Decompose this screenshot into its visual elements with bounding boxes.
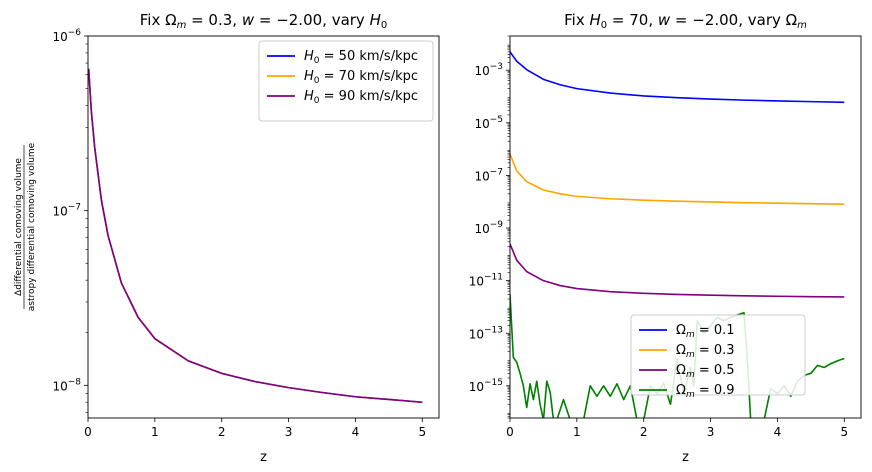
legend-entry-1: H0 = 50 km/s/kpc — [304, 49, 418, 66]
y-axis-label: Δdifferential comoving volume astropy dif… — [14, 142, 37, 311]
chart-2: Fix H0 = 70, w = −2.00, vary Ωm 10−3 10−5 1… — [469, 11, 862, 465]
x-tick-label: 1 — [151, 425, 159, 439]
x-tick-label: 3 — [285, 425, 293, 439]
legend: H0 = 50 km/s/kpc H0 = 70 km/s/kpc H0 = 90 … — [258, 40, 434, 122]
y-tick-label: 10−15 — [469, 378, 503, 394]
legend-frame — [258, 40, 434, 122]
series-line-2 — [510, 153, 845, 205]
y-tick-label: 10−5 — [474, 115, 503, 131]
legend-entry-3: H0 = 90 km/s/kpc — [304, 89, 418, 106]
legend-entry-2: H0 = 70 km/s/kpc — [304, 69, 418, 86]
axes-frame — [87, 35, 440, 419]
chart-title: Fix Ωm = 0.3, w = −2.00, vary H0 — [140, 11, 388, 31]
legend-entry-1: Ωm = 0.1 — [676, 323, 735, 340]
axes-frame — [509, 35, 862, 419]
y-tick-label: 10−13 — [469, 325, 503, 341]
x-tick-label: 4 — [774, 425, 782, 439]
x-tick-label: 2 — [640, 425, 648, 439]
legend-entry-3: Ωm = 0.5 — [676, 363, 735, 380]
series-line-3 — [88, 68, 423, 404]
y-tick-label: 10−9 — [474, 220, 503, 236]
y-tick-label: 10−6 — [52, 28, 81, 44]
x-tick-label: 0 — [506, 425, 514, 439]
chart-title: Fix H0 = 70, w = −2.00, vary Ωm — [564, 11, 807, 31]
series-line-1 — [510, 51, 845, 104]
y-tick-label: 10−7 — [474, 167, 503, 183]
legend-entry-4: Ωm = 0.9 — [676, 383, 735, 400]
x-tick-label: 5 — [840, 425, 848, 439]
x-tick-label: 0 — [84, 425, 92, 439]
y-label-numerator: Δdifferential comoving volume — [14, 158, 24, 296]
legend-frame — [630, 314, 806, 396]
x-axis-label: z — [682, 450, 689, 465]
chart-1: Fix Ωm = 0.3, w = −2.00, vary H0 10−6 10−7… — [14, 11, 440, 465]
legend-entry-2: Ωm = 0.3 — [676, 343, 735, 360]
legend: Ωm = 0.1 Ωm = 0.3 Ωm = 0.5 Ωm = 0.9 — [630, 314, 806, 400]
x-tick-label: 3 — [707, 425, 715, 439]
y-tick-label: 10−7 — [52, 203, 81, 219]
x-tick-label: 5 — [418, 425, 426, 439]
series-group — [88, 68, 423, 404]
x-tick-label: 2 — [218, 425, 226, 439]
y-tick-label: 10−11 — [469, 273, 503, 289]
series-line-3 — [510, 243, 845, 298]
y-label-denominator: astropy differential comoving volume — [27, 142, 37, 311]
x-axis-label: z — [260, 450, 267, 465]
y-tick-label: 10−3 — [474, 62, 503, 78]
x-tick-label: 4 — [352, 425, 360, 439]
y-tick-label: 10−8 — [52, 377, 81, 393]
x-tick-label: 1 — [573, 425, 581, 439]
